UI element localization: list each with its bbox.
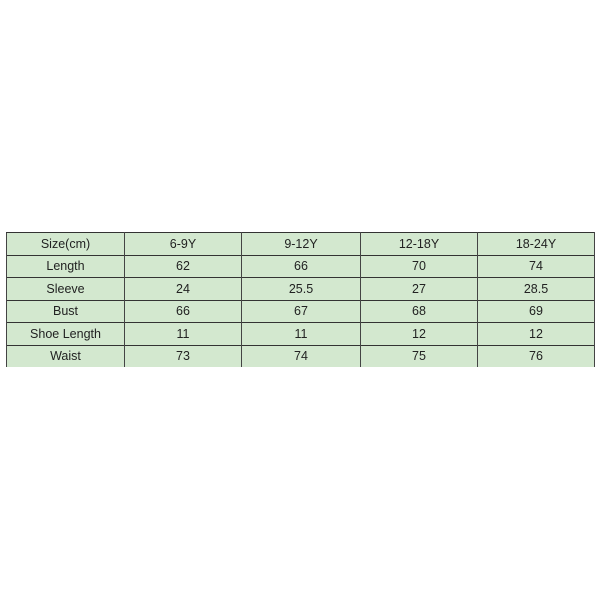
table-row: Shoe Length 11 11 12 12 [6,322,595,345]
value-cell: 66 [124,299,242,323]
header-size-cell: 12-18Y [360,232,478,255]
value-cell: 66 [241,254,361,278]
value-cell: 24 [124,277,242,300]
table-row: Waist 73 74 75 76 [6,344,595,367]
value-cell: 11 [124,322,242,345]
value-cell: 76 [477,344,595,367]
value-cell: 75 [360,344,478,367]
value-cell: 70 [360,254,478,278]
value-cell: 27 [360,277,478,300]
size-chart-table: Size(cm) 6-9Y 9-12Y 12-18Y 18-24Y Length 62 66 7… [6,232,595,367]
table-row: Bust 66 67 68 69 [6,299,595,323]
header-size-cell: 18-24Y [477,232,595,255]
measurement-label-cell: Shoe Length [6,322,125,345]
value-cell: 11 [241,322,361,345]
header-size-cell: 9-12Y [241,232,361,255]
value-cell: 68 [360,299,478,323]
value-cell: 28.5 [477,277,595,300]
table-row: Length 62 66 70 74 [6,254,595,278]
value-cell: 12 [477,322,595,345]
table-row: Sleeve 24 25.5 27 28.5 [6,277,595,300]
measurement-label-cell: Sleeve [6,277,125,300]
value-cell: 73 [124,344,242,367]
value-cell: 69 [477,299,595,323]
value-cell: 62 [124,254,242,278]
header-row: Size(cm) 6-9Y 9-12Y 12-18Y 18-24Y [6,232,595,255]
value-cell: 25.5 [241,277,361,300]
header-size-cell: 6-9Y [124,232,242,255]
measurement-label-cell: Bust [6,299,125,323]
value-cell: 74 [477,254,595,278]
measurement-label-cell: Length [6,254,125,278]
header-label-cell: Size(cm) [6,232,125,255]
value-cell: 12 [360,322,478,345]
size-chart-body: Size(cm) 6-9Y 9-12Y 12-18Y 18-24Y Length 62 66 7… [6,232,595,367]
value-cell: 67 [241,299,361,323]
measurement-label-cell: Waist [6,344,125,367]
value-cell: 74 [241,344,361,367]
